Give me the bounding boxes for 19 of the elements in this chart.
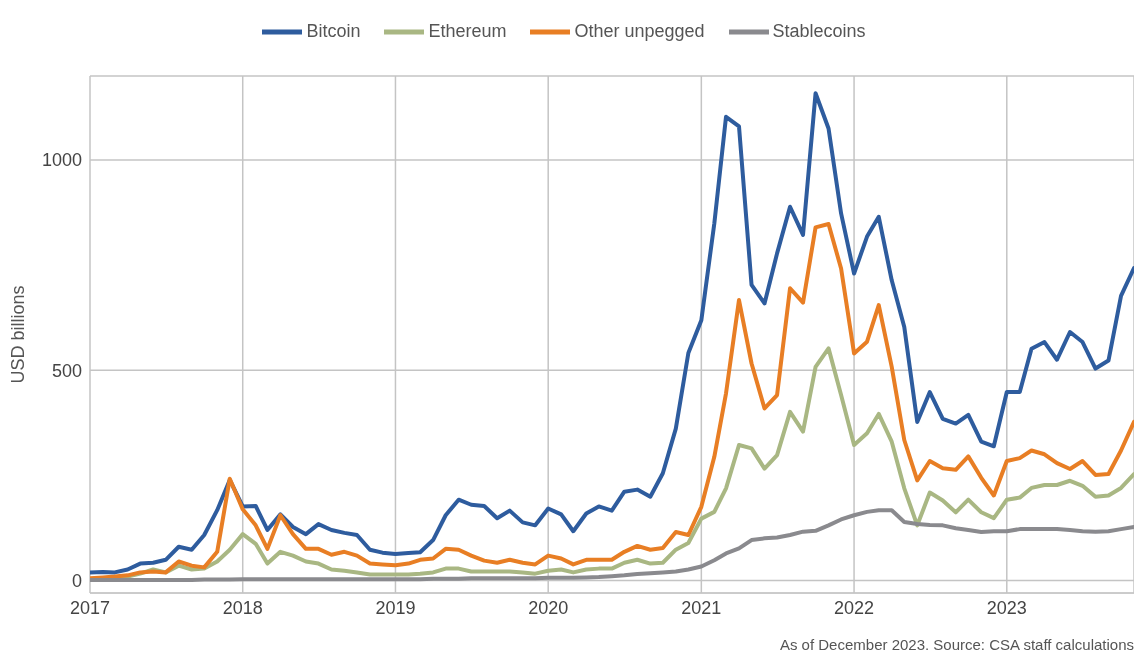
- x-tick-label: 2023: [986, 597, 1027, 618]
- text: As of December 2023. Source: CSA staff calculations: [779, 636, 1134, 653]
- x-tick-label: 2018: [222, 597, 263, 618]
- y-tick-label: 0: [71, 570, 82, 591]
- line-series: [90, 221, 1134, 581]
- x-tick-label: 2021: [681, 597, 722, 618]
- y-axis-title: USD billions: [8, 285, 29, 384]
- y-tick-label: 1000: [41, 150, 82, 171]
- legend-label: Ethereum: [428, 20, 507, 41]
- x-tick-label: 2017: [69, 597, 111, 618]
- x-tick-label: 2020: [528, 597, 569, 618]
- legend-label: Other unpegged: [574, 20, 705, 41]
- line-series: [90, 91, 1134, 575]
- legend-label: Stablecoins: [772, 20, 866, 41]
- legend-label: Bitcoin: [306, 20, 361, 41]
- x-tick-label: 2022: [834, 597, 875, 618]
- line-series: [90, 508, 1134, 582]
- y-tick-label: 500: [51, 360, 82, 381]
- x-tick-label: 2019: [375, 597, 416, 618]
